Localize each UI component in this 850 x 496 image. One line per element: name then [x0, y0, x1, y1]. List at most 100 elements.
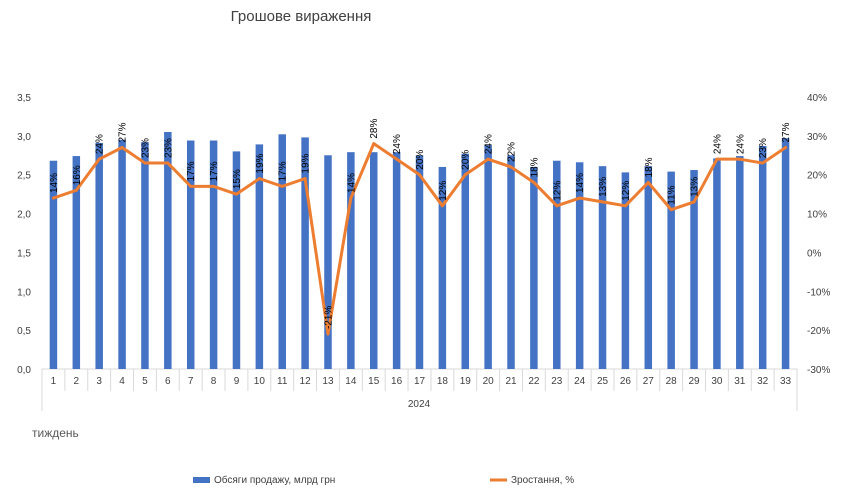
bar [324, 155, 332, 369]
x-tick-label: 21 [505, 376, 517, 387]
x-tick-label: 3 [96, 376, 102, 387]
line-point [395, 157, 399, 161]
bar [278, 134, 286, 369]
y-left-tick-label: 3,0 [17, 132, 31, 143]
data-label: 28% [369, 119, 380, 139]
line-point [74, 188, 78, 192]
data-label: 23% [140, 138, 151, 158]
line-point [761, 161, 765, 165]
data-label: 12% [552, 181, 563, 201]
data-label: 20% [461, 150, 472, 170]
y-right-tick-label: 20% [807, 171, 827, 182]
bar [758, 145, 767, 369]
bar [347, 152, 355, 369]
x-tick-label: 4 [119, 376, 125, 387]
bar [301, 137, 309, 369]
x-tick-label: 12 [300, 376, 312, 387]
line-point [623, 204, 627, 208]
legend-swatch-sales [193, 477, 210, 483]
line-point [120, 146, 124, 150]
y-right-tick-label: 40% [807, 93, 827, 104]
x-axis-title: тиждень [32, 426, 79, 440]
y-right-tick-label: 0% [807, 248, 822, 259]
data-label: 24% [484, 134, 495, 154]
line-point [738, 157, 742, 161]
line-point [166, 161, 170, 165]
legend: Обсяги продажу, млрд грн Зростання, % [193, 474, 574, 486]
data-label: 24% [735, 134, 746, 154]
data-labels: 14% 16% 24% 27% 23% 23% 17% 17% 15% 19% 17% 19% -21%… [49, 119, 792, 330]
bar [667, 171, 675, 369]
data-label: 19% [301, 153, 312, 173]
line-point [555, 204, 559, 208]
data-label: 23% [758, 138, 769, 158]
bar [713, 158, 721, 369]
bar [232, 151, 241, 369]
y-right-tick-label: -10% [807, 287, 830, 298]
line-point [51, 196, 55, 200]
x-tick-label: 15 [368, 376, 380, 387]
data-label: 14% [575, 173, 586, 193]
data-label: 14% [49, 173, 60, 193]
line-point [372, 142, 376, 146]
bar [621, 172, 630, 369]
chart-title: Грошове вираження [231, 8, 372, 25]
data-label: 17% [209, 161, 220, 181]
data-label: 19% [255, 153, 266, 173]
line-point [440, 204, 444, 208]
bar [461, 153, 470, 369]
x-tick-label: 11 [277, 376, 288, 387]
x-tick-label: 10 [254, 376, 266, 387]
bar [49, 160, 58, 369]
line-point [349, 196, 353, 200]
bar [553, 160, 561, 369]
x-tick-label: 2 [74, 376, 80, 387]
x-tick-label: 30 [711, 376, 723, 387]
line-point [189, 184, 193, 188]
bar [164, 131, 172, 369]
line-point [463, 173, 467, 177]
line-point [509, 165, 513, 169]
x-tick-label: 6 [165, 376, 171, 387]
bar [95, 142, 103, 369]
legend-label-sales: Обсяги продажу, млрд грн [214, 474, 335, 486]
data-label: 17% [186, 161, 197, 181]
data-label: 11% [667, 185, 678, 204]
data-label: 12% [621, 181, 632, 201]
line-point [212, 184, 216, 188]
bar [141, 142, 149, 369]
line-point [669, 208, 673, 212]
bar [598, 166, 607, 369]
data-label: 22% [507, 142, 518, 162]
y-left-tick-label: 1,0 [17, 287, 31, 298]
bar [507, 155, 515, 369]
bar [186, 140, 195, 369]
data-label: 27% [781, 122, 792, 142]
y-left-tick-label: 0,0 [17, 365, 31, 376]
data-label: 18% [644, 157, 655, 177]
x-tick-label: 18 [437, 376, 449, 387]
bar [392, 152, 401, 369]
data-label: -21% [323, 306, 334, 329]
x-tick-label: 16 [391, 376, 403, 387]
data-label: 20% [415, 150, 426, 170]
line-series [51, 142, 788, 336]
y-right-tick-label: 10% [807, 210, 827, 221]
legend-label-growth: Зростання, % [511, 475, 574, 486]
bar [72, 156, 81, 369]
x-tick-label: 24 [574, 376, 586, 387]
x-tick-label: 13 [322, 376, 334, 387]
y-left-tick-label: 0,5 [17, 326, 31, 337]
y-left-tick-label: 2,0 [17, 210, 31, 221]
line-point [418, 173, 421, 177]
bar [644, 166, 653, 369]
data-label: 24% [392, 134, 403, 154]
data-label: 17% [278, 161, 289, 181]
line-point [578, 196, 582, 200]
bar [484, 145, 492, 369]
line-point [234, 192, 238, 196]
x-tick-label: 14 [345, 376, 357, 387]
line-point [646, 180, 650, 184]
bar [415, 155, 424, 369]
data-label: 24% [95, 134, 106, 154]
